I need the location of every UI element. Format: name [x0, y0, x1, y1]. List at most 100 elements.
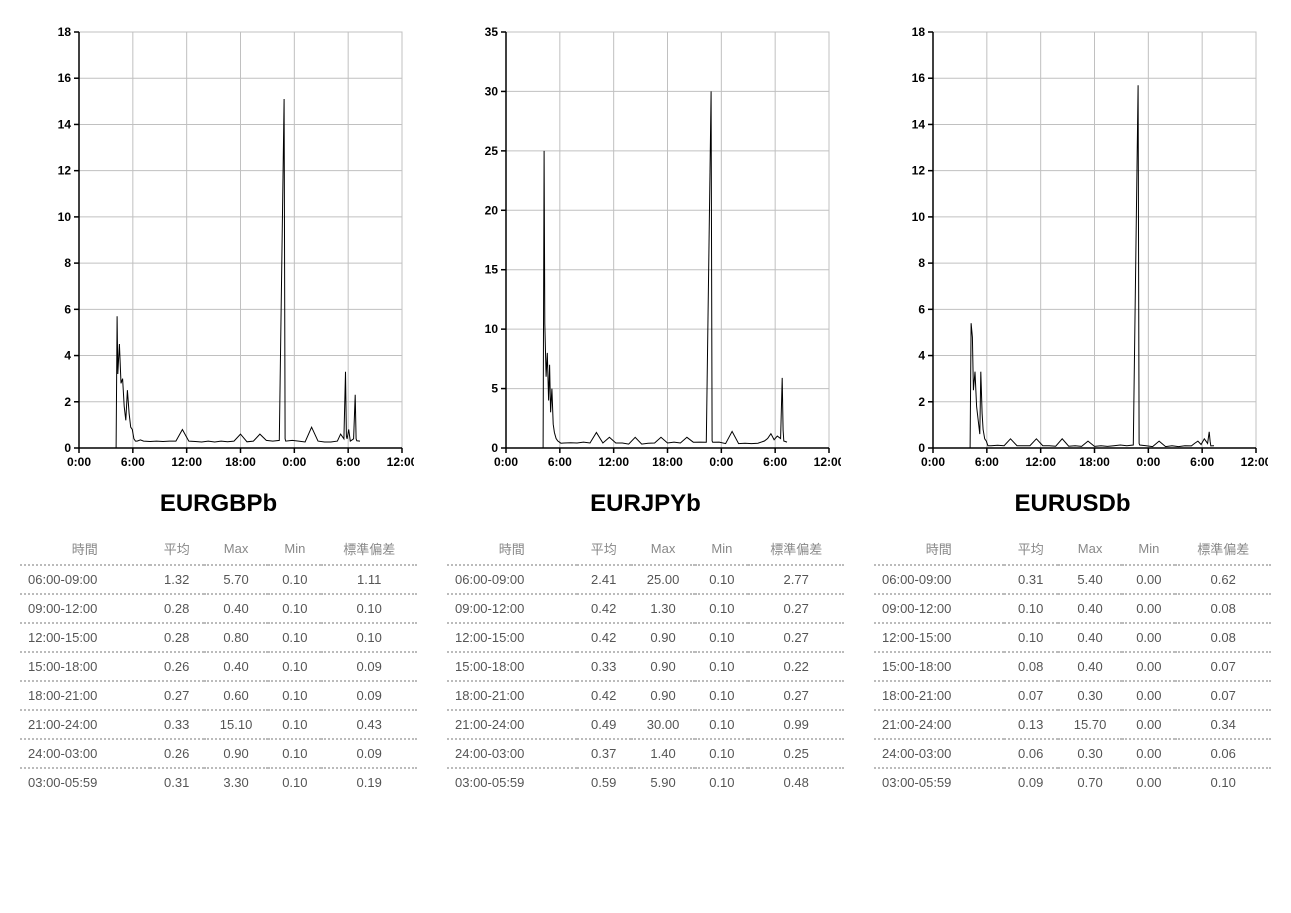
th-avg: 平均 [150, 533, 204, 565]
cell-std: 0.22 [748, 652, 844, 681]
cell-max: 5.70 [204, 565, 269, 594]
cell-max: 0.40 [1058, 652, 1123, 681]
table-row: 18:00-21:000.070.300.000.07 [874, 681, 1271, 710]
table-row: 06:00-09:002.4125.000.102.77 [447, 565, 844, 594]
cell-max: 0.90 [631, 623, 696, 652]
cell-time: 09:00-12:00 [874, 594, 1004, 623]
cell-min: 0.10 [268, 623, 321, 652]
cell-min: 0.10 [695, 681, 748, 710]
cell-avg: 0.09 [1004, 768, 1058, 796]
stats-table: 時間平均MaxMin標準偏差06:00-09:001.325.700.101.1… [20, 533, 417, 796]
svg-text:14: 14 [57, 117, 71, 131]
svg-text:35: 35 [484, 25, 498, 39]
svg-text:6:00: 6:00 [1190, 455, 1214, 469]
cell-time: 24:00-03:00 [447, 739, 577, 768]
svg-text:10: 10 [57, 210, 71, 224]
cell-avg: 1.32 [150, 565, 204, 594]
table-row: 24:00-03:000.371.400.100.25 [447, 739, 844, 768]
table-row: 06:00-09:001.325.700.101.11 [20, 565, 417, 594]
cell-avg: 0.28 [150, 623, 204, 652]
cell-min: 0.00 [1122, 710, 1175, 739]
table-row: 12:00-15:000.280.800.100.10 [20, 623, 417, 652]
th-std: 標準偏差 [748, 533, 844, 565]
svg-text:0:00: 0:00 [1136, 455, 1160, 469]
th-min: Min [695, 533, 748, 565]
cell-avg: 0.26 [150, 739, 204, 768]
svg-text:12:00: 12:00 [171, 455, 202, 469]
th-max: Max [1058, 533, 1123, 565]
cell-min: 0.10 [695, 623, 748, 652]
svg-text:12: 12 [911, 164, 925, 178]
cell-min: 0.10 [695, 768, 748, 796]
cell-std: 0.09 [321, 652, 417, 681]
cell-min: 0.10 [268, 739, 321, 768]
cell-min: 0.00 [1122, 681, 1175, 710]
svg-text:0:00: 0:00 [920, 455, 944, 469]
cell-avg: 0.42 [577, 623, 631, 652]
svg-text:12:00: 12:00 [598, 455, 629, 469]
table-row: 15:00-18:000.260.400.100.09 [20, 652, 417, 681]
svg-text:0:00: 0:00 [282, 455, 306, 469]
table-row: 03:00-05:590.090.700.000.10 [874, 768, 1271, 796]
panels-container: 0246810121416180:006:0012:0018:000:006:0… [20, 20, 1271, 796]
cell-avg: 0.37 [577, 739, 631, 768]
svg-text:12: 12 [57, 164, 71, 178]
th-std: 標準偏差 [1175, 533, 1271, 565]
table-row: 03:00-05:590.313.300.100.19 [20, 768, 417, 796]
svg-text:12:00: 12:00 [386, 455, 413, 469]
cell-std: 0.08 [1175, 594, 1271, 623]
cell-max: 0.90 [631, 681, 696, 710]
svg-text:8: 8 [64, 256, 71, 270]
svg-text:18: 18 [57, 25, 71, 39]
cell-max: 0.40 [204, 594, 269, 623]
cell-std: 2.77 [748, 565, 844, 594]
svg-text:0: 0 [64, 441, 71, 455]
cell-std: 0.10 [321, 623, 417, 652]
table-row: 03:00-05:590.595.900.100.48 [447, 768, 844, 796]
th-std: 標準偏差 [321, 533, 417, 565]
cell-min: 0.00 [1122, 652, 1175, 681]
cell-time: 15:00-18:00 [20, 652, 150, 681]
svg-text:5: 5 [491, 382, 498, 396]
cell-time: 06:00-09:00 [20, 565, 150, 594]
table-row: 09:00-12:000.280.400.100.10 [20, 594, 417, 623]
cell-min: 0.00 [1122, 768, 1175, 796]
svg-text:15: 15 [484, 263, 498, 277]
cell-max: 5.40 [1058, 565, 1123, 594]
table-row: 06:00-09:000.315.400.000.62 [874, 565, 1271, 594]
cell-std: 0.99 [748, 710, 844, 739]
panel-title: EURUSDb [1014, 490, 1130, 518]
th-max: Max [204, 533, 269, 565]
cell-avg: 0.31 [1004, 565, 1058, 594]
cell-min: 0.10 [268, 768, 321, 796]
cell-time: 21:00-24:00 [874, 710, 1004, 739]
cell-max: 0.30 [1058, 681, 1123, 710]
cell-std: 0.08 [1175, 623, 1271, 652]
cell-time: 03:00-05:59 [874, 768, 1004, 796]
cell-min: 0.10 [695, 565, 748, 594]
cell-std: 0.25 [748, 739, 844, 768]
th-max: Max [631, 533, 696, 565]
panel-2: 0246810121416180:006:0012:0018:000:006:0… [874, 20, 1271, 796]
cell-min: 0.10 [268, 710, 321, 739]
svg-text:12:00: 12:00 [1025, 455, 1056, 469]
cell-std: 0.34 [1175, 710, 1271, 739]
cell-avg: 0.08 [1004, 652, 1058, 681]
svg-text:10: 10 [484, 322, 498, 336]
cell-avg: 0.10 [1004, 594, 1058, 623]
panel-title: EURJPYb [590, 490, 701, 518]
table-row: 12:00-15:000.100.400.000.08 [874, 623, 1271, 652]
table-row: 21:00-24:000.1315.700.000.34 [874, 710, 1271, 739]
cell-time: 21:00-24:00 [447, 710, 577, 739]
th-avg: 平均 [577, 533, 631, 565]
cell-std: 0.07 [1175, 681, 1271, 710]
svg-text:18:00: 18:00 [225, 455, 256, 469]
table-row: 12:00-15:000.420.900.100.27 [447, 623, 844, 652]
svg-text:0: 0 [491, 441, 498, 455]
cell-time: 18:00-21:00 [874, 681, 1004, 710]
cell-avg: 0.42 [577, 594, 631, 623]
th-min: Min [268, 533, 321, 565]
cell-min: 0.00 [1122, 565, 1175, 594]
svg-text:6:00: 6:00 [336, 455, 360, 469]
svg-text:14: 14 [911, 117, 925, 131]
